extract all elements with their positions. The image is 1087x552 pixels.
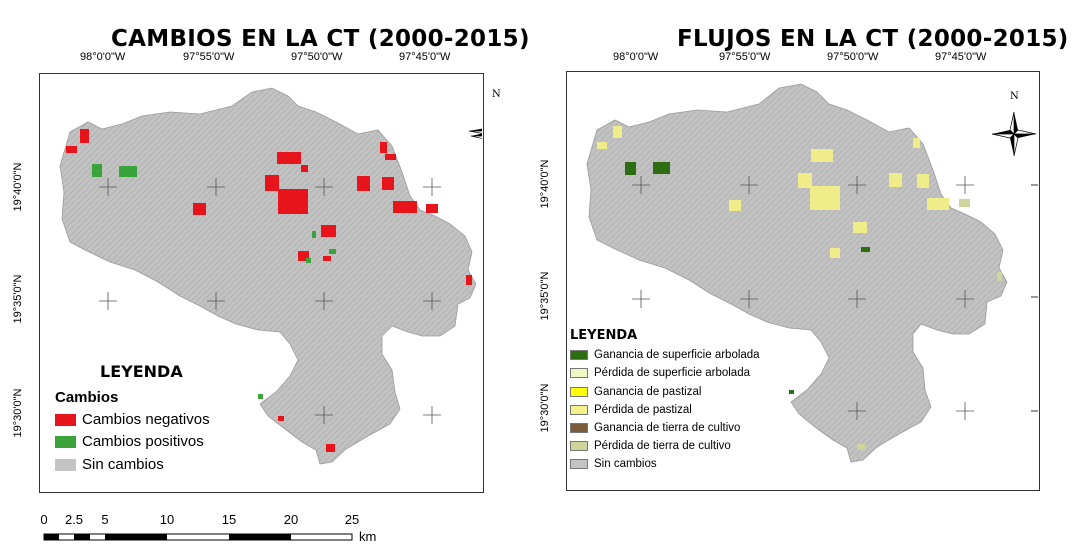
right-legend-item-crop-gain: Ganancia de tierra de cultivo (570, 422, 740, 434)
left-lon-tick-1: 98°0'0"W (80, 51, 126, 63)
left-legend-swatch-nochange (55, 458, 76, 471)
right-legend-label-grass-gain: Ganancia de pastizal (594, 386, 702, 398)
right-map-canvas (586, 83, 1038, 463)
left-north-label: N (492, 89, 501, 100)
left-legend-label-nochange: Sin cambios (82, 456, 164, 473)
right-lat-tick-2: 19°35'0"N (539, 271, 551, 321)
right-legend-item-forest-loss: Pérdida de superficie arbolada (570, 367, 750, 379)
right-legend-swatch-crop-gain (570, 423, 588, 433)
right-legend-item-grass-gain: Ganancia de pastizal (570, 386, 701, 398)
left-lat-tick-1: 19°40'0"N (12, 162, 24, 212)
right-graticule-crosses (632, 176, 974, 420)
right-legend-item-nochange: Sin cambios (570, 458, 657, 470)
left-north-arrow (468, 128, 482, 134)
right-legend-label-crop-gain: Ganancia de tierra de cultivo (594, 422, 741, 434)
left-negative-change-patches (66, 129, 472, 452)
right-legend-swatch-forest-gain (570, 350, 588, 360)
right-lat-tick-3: 19°30'0"N (539, 383, 551, 433)
right-forest-gain-patches (625, 162, 870, 394)
left-basin-area (59, 87, 477, 465)
right-legend-label-nochange: Sin cambios (594, 458, 657, 470)
right-legend-swatch-forest-loss (570, 368, 588, 378)
right-legend-swatch-grass-loss (570, 405, 588, 415)
left-lon-tick-3: 97°50'0"W (291, 51, 343, 63)
left-legend-subheading: Cambios (55, 389, 119, 406)
right-legend-item-forest-gain: Ganancia de superficie arbolada (570, 349, 760, 361)
left-map-title: CAMBIOS EN LA CT (2000-2015) (111, 26, 530, 52)
left-legend-label-negative: Cambios negativos (82, 411, 210, 428)
left-legend-item-positive: Cambios positivos (55, 433, 204, 450)
left-legend-swatch-positive (55, 435, 76, 448)
scale-label-5: 5 (101, 512, 109, 527)
scale-label-2-5: 2.5 (64, 512, 84, 527)
right-grassland-loss-patches (597, 126, 949, 258)
left-lon-tick-4: 97°45'0"W (399, 51, 451, 63)
scale-bar-graphic (43, 533, 353, 541)
right-legend-item-crop-loss: Pérdida de tierra de cultivo (570, 440, 731, 452)
left-map-canvas (59, 87, 482, 465)
right-north-label: N (1010, 91, 1019, 102)
left-north-arrow-glyph (470, 133, 482, 139)
left-lon-tick-2: 97°55'0"W (183, 51, 235, 63)
right-legend-swatch-nochange (570, 459, 588, 469)
scale-label-0: 0 (40, 512, 48, 527)
left-positive-change-patches (92, 164, 336, 399)
right-lon-tick-4: 97°45'0"W (935, 51, 987, 63)
left-map-frame: N LEYENDA Cambios Cambios negativos Camb… (39, 73, 501, 493)
right-lon-tick-1: 98°0'0"W (613, 51, 659, 63)
right-legend-label-grass-loss: Pérdida de pastizal (594, 404, 692, 416)
right-lon-tick-3: 97°50'0"W (827, 51, 879, 63)
left-legend-item-negative: Cambios negativos (55, 411, 210, 428)
left-lat-tick-3: 19°30'0"N (12, 388, 24, 438)
left-legend-label-positive: Cambios positivos (82, 433, 204, 450)
left-graticule-crosses (99, 178, 441, 424)
right-legend-label-crop-loss: Pérdida de tierra de cultivo (594, 440, 731, 452)
scale-label-10: 10 (159, 512, 175, 527)
right-edge-ticks (1031, 184, 1038, 412)
right-cropland-loss-patches (857, 199, 1002, 450)
right-map-title: FLUJOS EN LA CT (2000-2015) (677, 26, 1069, 52)
right-lat-tick-1: 19°40'0"N (539, 159, 551, 209)
scale-label-15: 15 (221, 512, 237, 527)
scale-unit-label: km (359, 529, 377, 544)
right-legend-label-forest-gain: Ganancia de superficie arbolada (594, 349, 760, 361)
scale-label-25: 25 (344, 512, 360, 527)
left-legend-heading: LEYENDA (100, 362, 183, 381)
left-legend-item-nochange: Sin cambios (55, 456, 164, 473)
left-lat-tick-2: 19°35'0"N (12, 274, 24, 324)
right-legend-label-forest-loss: Pérdida de superficie arbolada (594, 367, 750, 379)
right-north-arrow (991, 111, 1037, 157)
scale-label-20: 20 (283, 512, 299, 527)
right-legend-heading: LEYENDA (570, 328, 638, 343)
scale-bar: 0 2.5 5 10 15 20 25 km (38, 512, 376, 548)
right-map-frame: N LEYENDA Ganancia de superficie arbolad… (566, 71, 1040, 491)
right-legend-swatch-grass-gain (570, 387, 588, 397)
left-legend-swatch-negative (55, 413, 76, 426)
right-legend-item-grass-loss: Pérdida de pastizal (570, 404, 692, 416)
right-legend-swatch-crop-loss (570, 441, 588, 451)
right-lon-tick-2: 97°55'0"W (719, 51, 771, 63)
